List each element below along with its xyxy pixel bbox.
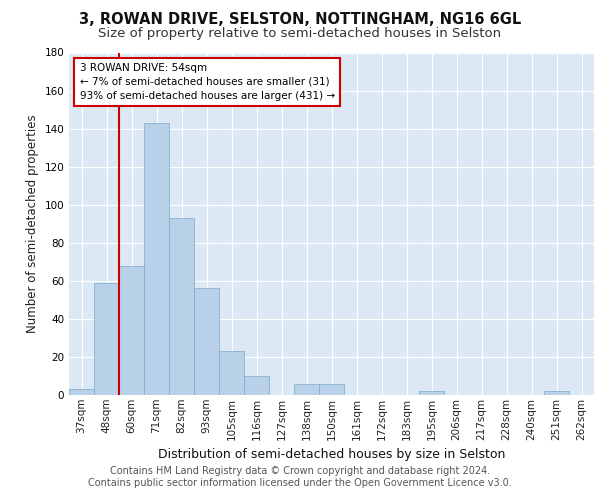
Bar bbox=[119, 266, 144, 395]
Y-axis label: Number of semi-detached properties: Number of semi-detached properties bbox=[26, 114, 39, 333]
Bar bbox=[194, 288, 219, 395]
Bar bbox=[94, 282, 119, 395]
Bar bbox=[69, 390, 94, 395]
Text: 3 ROWAN DRIVE: 54sqm
← 7% of semi-detached houses are smaller (31)
93% of semi-d: 3 ROWAN DRIVE: 54sqm ← 7% of semi-detach… bbox=[79, 63, 335, 101]
Text: Size of property relative to semi-detached houses in Selston: Size of property relative to semi-detach… bbox=[98, 28, 502, 40]
Bar bbox=[144, 123, 169, 395]
Bar bbox=[544, 391, 569, 395]
Bar bbox=[294, 384, 319, 395]
Text: Contains HM Land Registry data © Crown copyright and database right 2024.
Contai: Contains HM Land Registry data © Crown c… bbox=[88, 466, 512, 487]
Bar bbox=[319, 384, 344, 395]
Bar bbox=[169, 218, 194, 395]
X-axis label: Distribution of semi-detached houses by size in Selston: Distribution of semi-detached houses by … bbox=[158, 448, 505, 461]
Bar bbox=[419, 391, 444, 395]
Text: 3, ROWAN DRIVE, SELSTON, NOTTINGHAM, NG16 6GL: 3, ROWAN DRIVE, SELSTON, NOTTINGHAM, NG1… bbox=[79, 12, 521, 28]
Bar bbox=[244, 376, 269, 395]
Bar bbox=[219, 351, 244, 395]
